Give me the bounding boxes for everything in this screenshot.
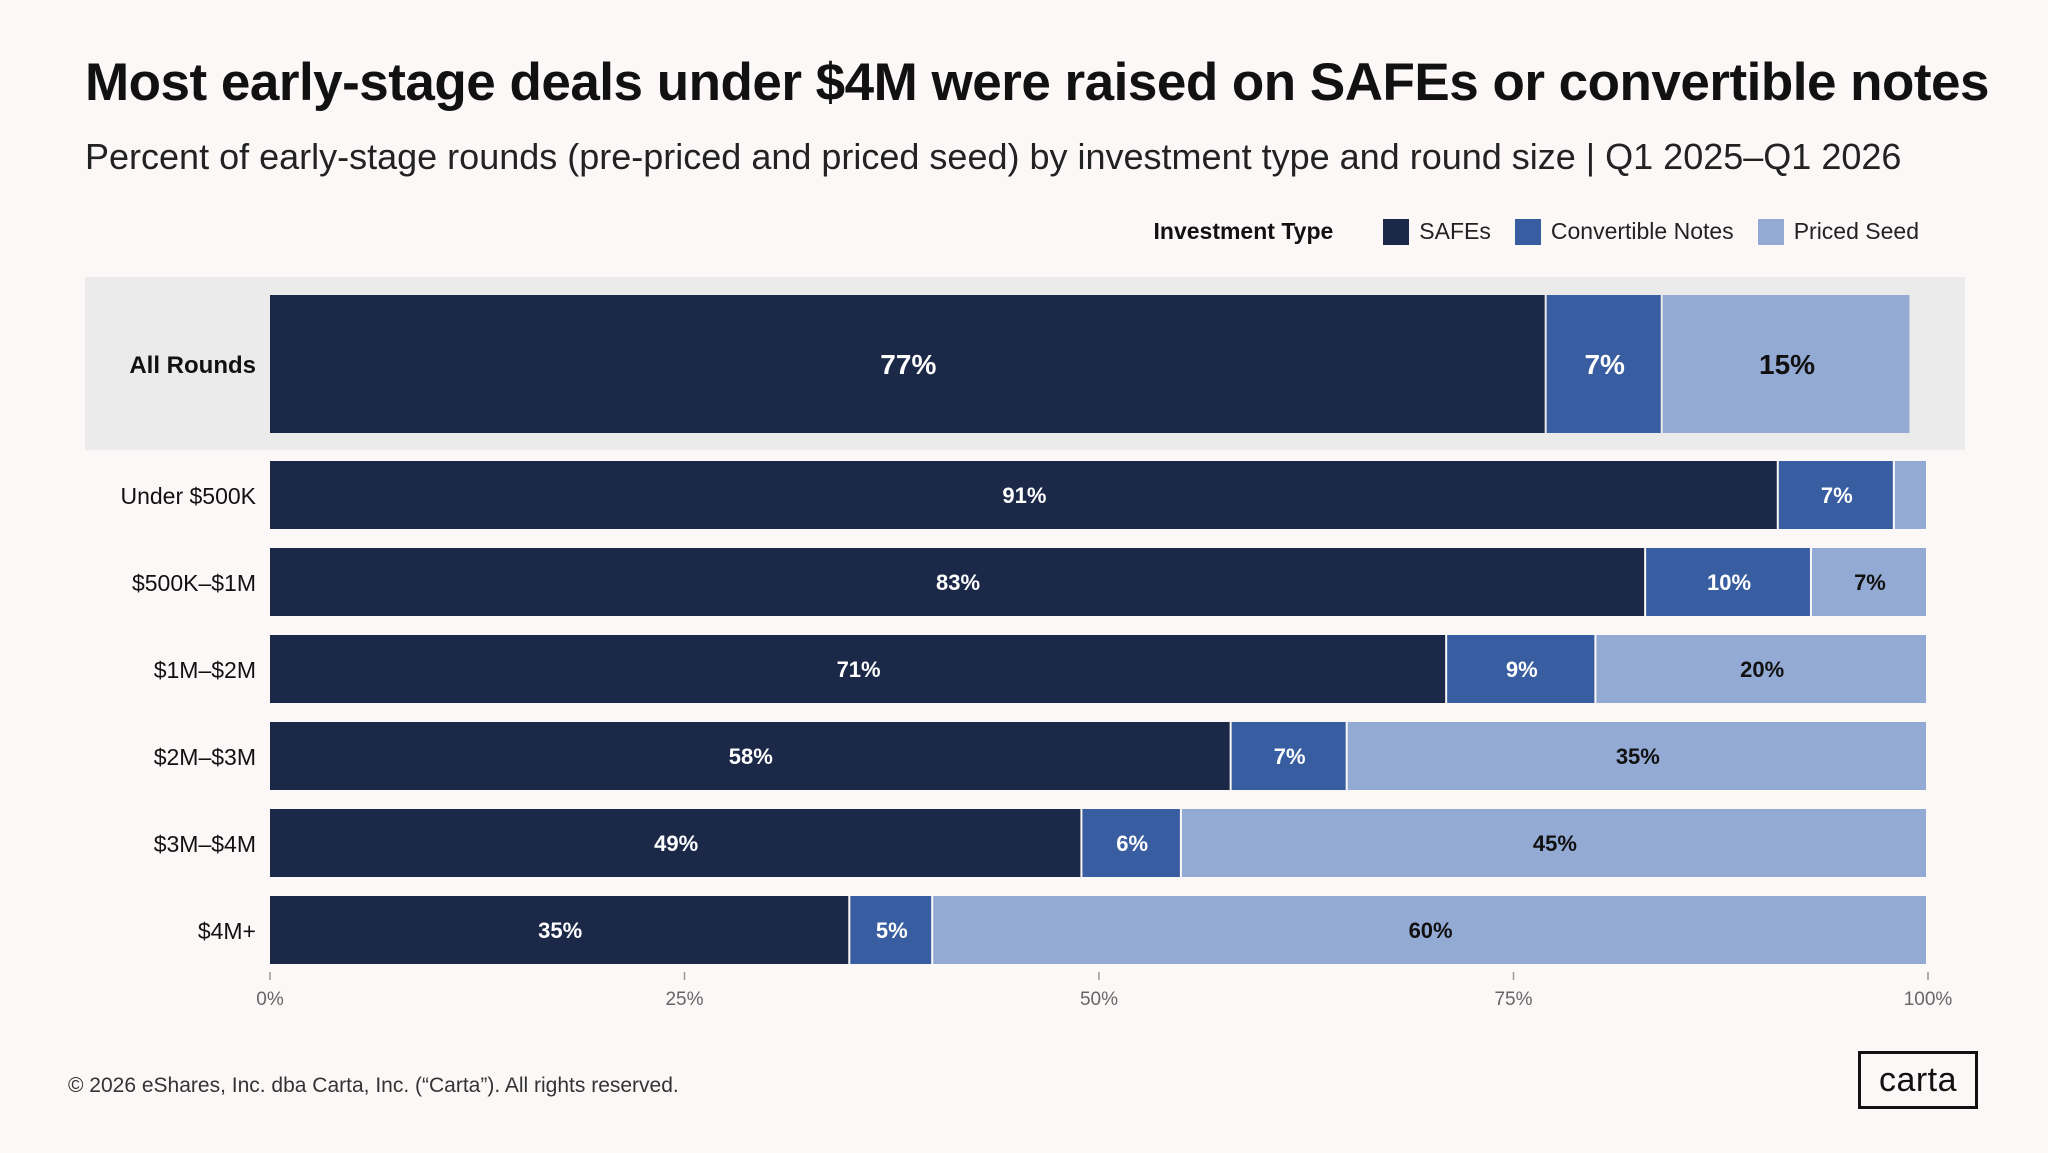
data-label-convertible-notes: 5% xyxy=(876,918,908,943)
data-label-convertible-notes: 10% xyxy=(1707,570,1751,595)
bar-segment-safes xyxy=(270,809,1081,877)
category-label: $500K–$1M xyxy=(132,570,256,596)
category-label: All Rounds xyxy=(129,352,256,379)
data-label-safes: 83% xyxy=(936,570,980,595)
bar-segment-convertible-notes xyxy=(1231,722,1346,790)
bar-segment-safes xyxy=(270,295,1545,433)
data-label-safes: 91% xyxy=(1002,483,1046,508)
legend-swatch-convertible-notes xyxy=(1514,218,1541,245)
legend-item-priced-seed: Priced Seed xyxy=(1757,218,1919,245)
x-tick-label: 0% xyxy=(256,989,284,1010)
bar-segment-safes xyxy=(270,635,1446,703)
x-tick-label: 25% xyxy=(665,989,703,1010)
x-tick-label: 100% xyxy=(1904,989,1953,1010)
bar-segment-priced-seed xyxy=(933,896,1926,964)
legend-label-safes: SAFEs xyxy=(1419,218,1491,244)
stacked-bar-chart: All Rounds 77% 7% 15% Under $500K 91% 7% $500K–… xyxy=(85,277,1965,1010)
bar-segment-priced-seed xyxy=(1662,295,1910,433)
data-label-safes: 71% xyxy=(837,657,881,682)
data-label-priced-seed: 35% xyxy=(1616,744,1660,769)
bar-segment-convertible-notes xyxy=(1646,548,1810,616)
data-label-safes: 49% xyxy=(654,831,698,856)
data-label-convertible-notes: 6% xyxy=(1116,831,1148,856)
bar-segment-convertible-notes xyxy=(1082,809,1180,877)
bar-segment-priced-seed xyxy=(1811,548,1926,616)
chart-subtitle: Percent of early-stage rounds (pre-price… xyxy=(85,136,1902,177)
bar-segment-safes xyxy=(270,722,1230,790)
data-label-priced-seed: 60% xyxy=(1409,918,1453,943)
data-label-convertible-notes: 9% xyxy=(1506,657,1538,682)
carta-logo: carta xyxy=(1858,1051,1978,1109)
bar-segment-priced-seed xyxy=(1181,809,1926,877)
x-tick-label: 75% xyxy=(1494,989,1532,1010)
data-label-priced-seed: 15% xyxy=(1759,349,1815,380)
bar-segment-priced-seed xyxy=(1596,635,1926,703)
bar-segment-convertible-notes xyxy=(850,896,932,964)
data-label-priced-seed: 20% xyxy=(1740,657,1784,682)
data-label-safes: 77% xyxy=(880,349,936,380)
chart-title: Most early-stage deals under $4M were ra… xyxy=(85,53,1990,112)
data-label-convertible-notes: 7% xyxy=(1821,483,1853,508)
data-label-priced-seed: 45% xyxy=(1533,831,1577,856)
bar-segment-convertible-notes xyxy=(1778,461,1893,529)
data-label-safes: 58% xyxy=(729,744,773,769)
bar-segment-safes xyxy=(270,461,1777,529)
data-label-convertible-notes: 7% xyxy=(1274,744,1306,769)
legend-item-convertible-notes: Convertible Notes xyxy=(1514,218,1734,245)
legend: Investment Type SAFEs Convertible Notes … xyxy=(1153,218,1919,245)
legend-label-priced-seed: Priced Seed xyxy=(1793,218,1919,244)
category-label: $4M+ xyxy=(198,918,256,944)
category-label: Under $500K xyxy=(120,483,256,509)
legend-item-safes: SAFEs xyxy=(1383,218,1491,245)
bar-segment-convertible-notes xyxy=(1447,635,1595,703)
category-label: $2M–$3M xyxy=(154,744,256,770)
category-label: $1M–$2M xyxy=(154,657,256,683)
legend-title: Investment Type xyxy=(1153,218,1334,244)
x-tick-label: 50% xyxy=(1080,989,1118,1010)
legend-label-convertible-notes: Convertible Notes xyxy=(1550,218,1734,244)
bar-segment-safes xyxy=(270,548,1645,616)
legend-swatch-priced-seed xyxy=(1757,218,1784,245)
data-label-convertible-notes: 7% xyxy=(1584,349,1625,380)
bar-segment-priced-seed xyxy=(1347,722,1926,790)
copyright-footer: © 2026 eShares, Inc. dba Carta, Inc. (“C… xyxy=(68,1074,679,1097)
category-label: $3M–$4M xyxy=(154,831,256,857)
legend-swatch-safes xyxy=(1383,218,1410,245)
bar-segment-priced-seed xyxy=(1894,461,1926,529)
bar-segment-safes xyxy=(270,896,849,964)
bar-segment-convertible-notes xyxy=(1546,295,1661,433)
data-label-safes: 35% xyxy=(538,918,582,943)
data-label-priced-seed: 7% xyxy=(1854,570,1886,595)
